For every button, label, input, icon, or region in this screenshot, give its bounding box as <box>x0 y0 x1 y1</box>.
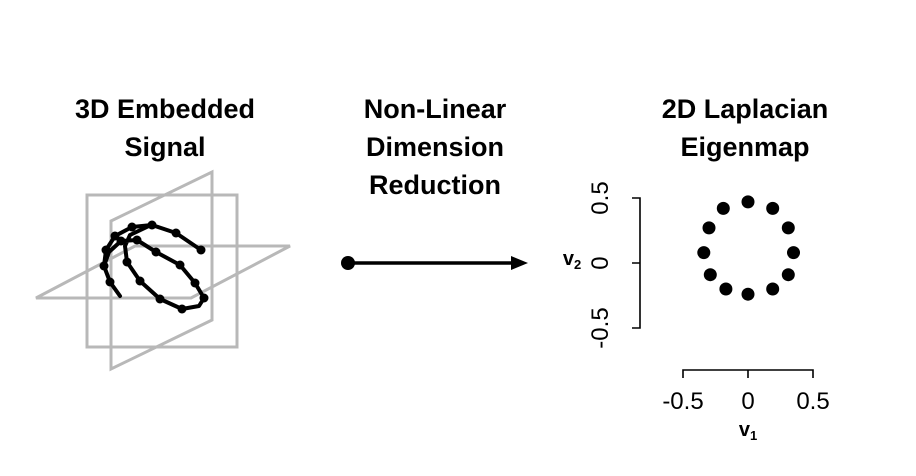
signal-point <box>177 304 187 314</box>
arrowhead-icon <box>511 256 528 270</box>
title-line: Signal <box>124 132 206 162</box>
embedded-signal-curve <box>99 220 209 314</box>
reduction-arrow <box>341 256 528 270</box>
signal-point <box>132 235 142 245</box>
signal-point <box>199 293 209 303</box>
y-tick-label: 0 <box>587 256 614 269</box>
coordinate-planes-illustration <box>35 169 291 372</box>
signal-point <box>155 294 165 304</box>
scatter-point <box>766 282 780 296</box>
scatter-point <box>766 201 780 215</box>
scatter-point <box>741 195 755 209</box>
scatter-point <box>703 268 717 282</box>
scatter-point <box>781 268 795 282</box>
y-tick-label: 0.5 <box>587 181 614 214</box>
title-line: 2D Laplacian <box>661 94 829 124</box>
title-line: Dimension <box>365 132 505 162</box>
signal-point <box>175 260 185 270</box>
title-3d-embedded-signal: 3D Embedded Signal <box>40 90 290 166</box>
title-2d-laplacian-eigenmap: 2D Laplacian Eigenmap <box>640 90 850 166</box>
scatter-point <box>781 221 795 235</box>
signal-point <box>101 245 111 255</box>
x-tick-label: -0.5 <box>662 388 703 415</box>
y-tick-label: -0.5 <box>587 307 614 348</box>
x-axis-line <box>682 369 814 378</box>
signal-point <box>171 228 181 238</box>
signal-point <box>127 222 137 232</box>
scatter-point <box>787 246 800 260</box>
vertical-plane-front <box>85 193 239 349</box>
scatter-point <box>702 221 716 235</box>
title-line: Reduction <box>369 170 501 200</box>
signal-point <box>135 276 145 286</box>
vertical-plane-oblique <box>109 169 214 372</box>
scatter-point <box>697 246 711 260</box>
eigenmap-axis-labels: -0.5 0 0.5 -0.5 0 0.5 v1 v2 <box>563 181 830 443</box>
signal-point <box>122 257 132 267</box>
title-line: Eigenmap <box>680 132 810 162</box>
signal-point <box>105 277 115 287</box>
signal-sample-points <box>99 220 209 314</box>
title-non-linear-dimension-reduction: Non-Linear Dimension Reduction <box>330 90 540 204</box>
x-tick-label: 0 <box>741 388 754 415</box>
signal-point <box>147 220 157 230</box>
title-line: 3D Embedded <box>74 94 256 124</box>
scatter-point <box>741 287 755 301</box>
scatter-point <box>716 201 730 215</box>
y-axis-label: v2 <box>563 248 581 272</box>
x-axis-label: v1 <box>739 419 757 443</box>
signal-point <box>151 247 161 257</box>
y-axis-line <box>632 197 641 329</box>
signal-point <box>116 236 126 246</box>
signal-point <box>99 261 109 271</box>
title-line: Non-Linear <box>363 94 507 124</box>
signal-curve-path <box>102 223 206 311</box>
scatter-point <box>719 282 733 296</box>
eigenmap-points <box>697 195 800 301</box>
eigenmap-axes <box>632 197 814 378</box>
signal-point <box>190 278 200 288</box>
signal-point <box>196 245 206 255</box>
x-tick-label: 0.5 <box>796 388 829 415</box>
signal-point <box>110 231 120 241</box>
